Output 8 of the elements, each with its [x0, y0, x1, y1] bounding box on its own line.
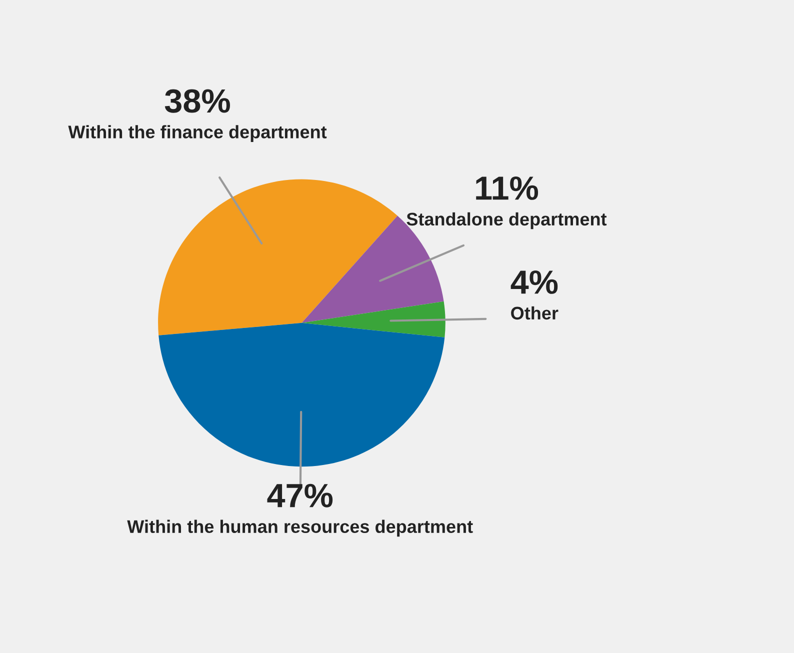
data-label: 38% [164, 89, 230, 113]
slice-label: Other [511, 306, 558, 320]
slice-label: Within the human resources department [127, 520, 473, 537]
data-label: 47% [267, 484, 333, 508]
data-label: 4% [510, 270, 558, 294]
data-label: 11% [476, 176, 538, 200]
slice-label: Within the finance department [68, 125, 327, 142]
slice-label: Standalone department [406, 212, 607, 230]
